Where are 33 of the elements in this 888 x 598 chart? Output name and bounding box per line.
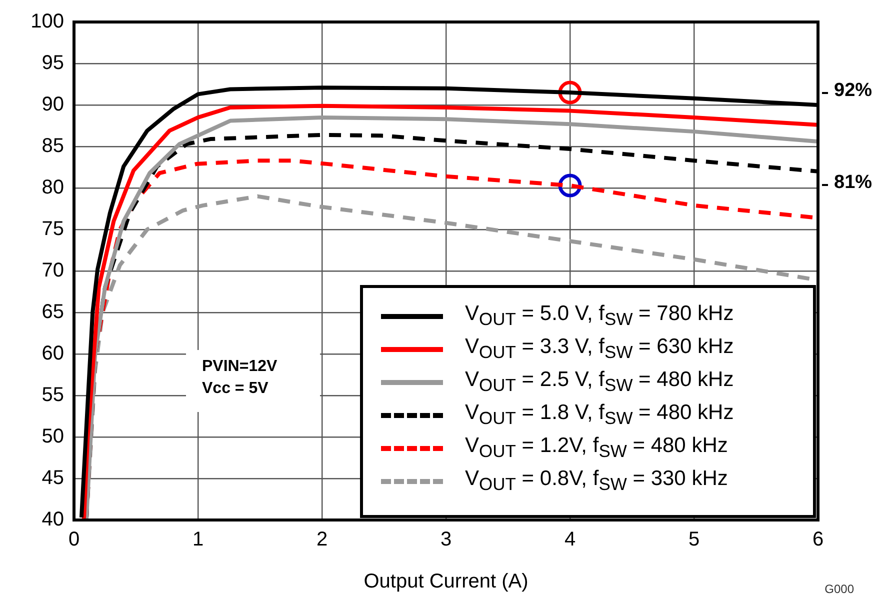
- x-tick-label: 3: [440, 528, 452, 551]
- y-tick-label: 75: [42, 218, 64, 240]
- y-tick-label: 40: [42, 508, 64, 531]
- legend-label: V$_{OUT}$ = 3.3 V, f$_{SW}$ = 630 kHz: [465, 335, 734, 364]
- y-tick-label: 90: [42, 94, 64, 116]
- x-tick-label: 4: [564, 528, 576, 551]
- y-tick-label: 85: [42, 135, 64, 158]
- y-tick-label: 55: [42, 384, 64, 406]
- y-tick-label: 70: [42, 260, 64, 282]
- legend-label: V$_{OUT}$ = 1.8 V, f$_{SW}$ = 480 kHz: [465, 401, 734, 430]
- y-tick-label: 60: [42, 342, 64, 365]
- note-panel: PVIN=12V Vcc = 5V: [186, 350, 320, 412]
- text: 92%: [834, 80, 872, 102]
- y-tick-label: 50: [42, 426, 64, 448]
- text: 81%: [834, 172, 872, 194]
- legend-label: V$_{OUT}$ = 5.0 V, f$_{SW}$ = 780 kHz: [465, 302, 734, 331]
- legend-label: V$_{OUT}$ = 1.2V, f$_{SW}$ = 480 kHz: [465, 434, 728, 463]
- x-axis-title: Output Current (A): [364, 570, 528, 593]
- y-tick-label: 95: [42, 52, 64, 74]
- x-tick-label: 2: [316, 528, 328, 551]
- annotation: Vcc = 5V: [202, 379, 270, 399]
- y-tick-label: 65: [42, 301, 64, 324]
- legend-label: V$_{OUT}$ = 2.5 V, f$_{SW}$ = 480 kHz: [465, 368, 734, 397]
- legend-label: V$_{OUT}$ = 0.8V, f$_{SW}$ = 330 kHz: [465, 467, 728, 496]
- y-tick-label: 45: [42, 467, 64, 490]
- text: G000: [824, 582, 854, 596]
- y-tick-label: 100: [30, 10, 64, 33]
- x-tick-label: 0: [68, 528, 80, 551]
- x-tick-label: 1: [192, 528, 204, 551]
- x-tick-label: 6: [812, 528, 824, 551]
- annotation: PVIN=12V: [202, 357, 278, 377]
- y-tick-label: 80: [42, 176, 64, 199]
- x-tick-label: 5: [688, 528, 700, 551]
